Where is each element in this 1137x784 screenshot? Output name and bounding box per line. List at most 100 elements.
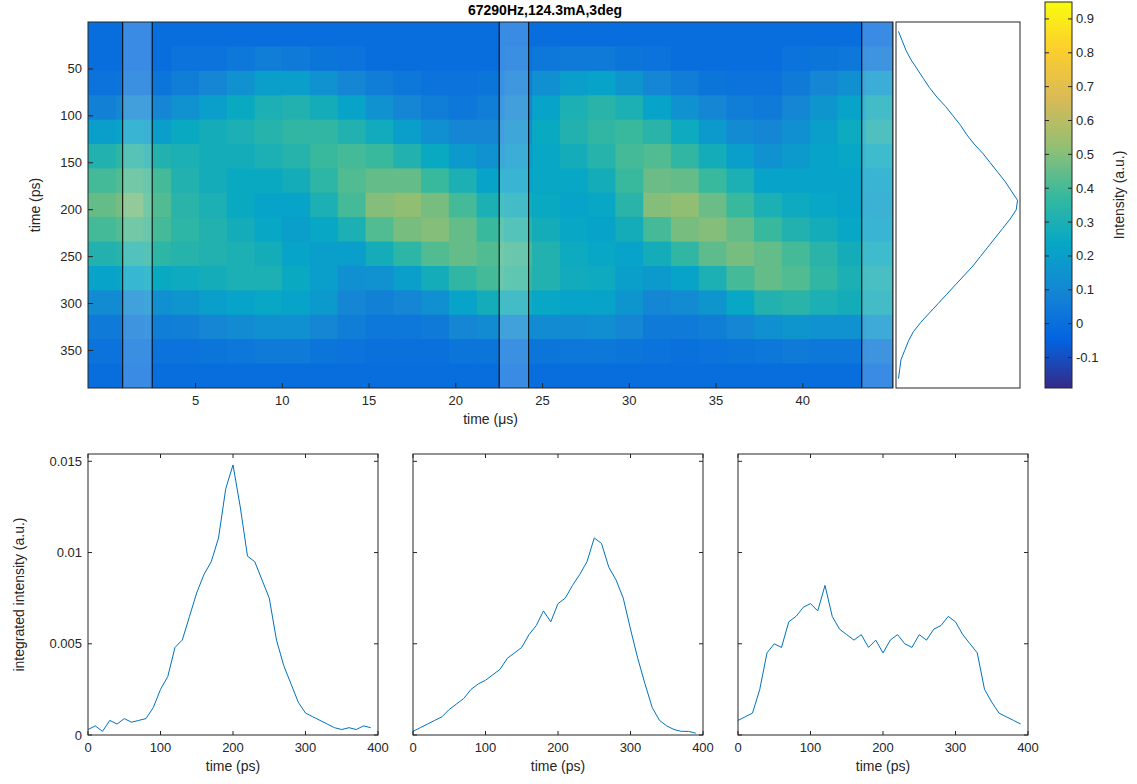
heat-cell <box>310 290 338 315</box>
y-tick <box>1024 552 1028 553</box>
label: Intensity (a.u.) <box>1111 151 1127 240</box>
heat-cell <box>643 144 671 169</box>
label: 300 <box>60 296 82 311</box>
label: 0.1 <box>1076 282 1094 297</box>
heat-cell <box>532 168 560 193</box>
heat-cell <box>588 193 616 218</box>
y-tick <box>88 209 93 210</box>
colorbar-tick <box>1045 120 1049 121</box>
heat-cell <box>754 217 782 242</box>
heat-cell <box>88 242 116 267</box>
x-tick <box>485 454 486 458</box>
heat-cell <box>449 71 477 96</box>
heat-cell <box>782 71 810 96</box>
heat-cell <box>615 46 643 71</box>
heat-cell <box>699 242 727 267</box>
heat-cell <box>338 339 366 364</box>
heat-cell <box>615 193 643 218</box>
heat-cell <box>643 71 671 96</box>
colorbar-tick <box>1045 222 1049 223</box>
heat-cell <box>199 120 227 145</box>
heat-cell <box>532 144 560 169</box>
heat-cell <box>699 71 727 96</box>
colorbar <box>1045 2 1072 388</box>
heat-cell <box>782 242 810 267</box>
x-tick <box>738 731 739 735</box>
heat-cell <box>588 266 616 291</box>
heat-cell <box>699 315 727 340</box>
heat-cell <box>310 95 338 120</box>
label: 400 <box>1017 740 1039 755</box>
heat-cell <box>421 266 449 291</box>
colorbar-tick <box>1068 255 1072 256</box>
label: 0.2 <box>1076 248 1094 263</box>
y-tick <box>1024 735 1028 736</box>
heat-cell <box>532 193 560 218</box>
plot-background <box>413 454 703 735</box>
series-group <box>898 31 1017 378</box>
label: 300 <box>620 740 642 755</box>
x-tick <box>542 383 543 388</box>
heat-cell <box>560 120 588 145</box>
heat-cell <box>588 71 616 96</box>
plot-frame <box>896 22 1020 388</box>
series-group <box>413 538 696 733</box>
heat-cell <box>810 266 838 291</box>
heat-cell <box>615 144 643 169</box>
heat-cell <box>671 120 699 145</box>
heat-cell <box>338 144 366 169</box>
label: time (μs) <box>463 411 518 427</box>
heat-cell <box>615 22 643 47</box>
heat-cell <box>282 168 310 193</box>
heat-cell <box>338 71 366 96</box>
colorbar-tick <box>1068 52 1072 53</box>
heat-cell <box>421 120 449 145</box>
heat-cell <box>532 339 560 364</box>
heat-cell <box>199 22 227 47</box>
label: 200 <box>872 740 894 755</box>
heat-cell <box>227 168 255 193</box>
label: 30 <box>622 393 636 408</box>
heat-cell <box>393 217 421 242</box>
heat-cell <box>615 290 643 315</box>
heat-cell <box>810 217 838 242</box>
heat-cell <box>449 193 477 218</box>
heat-cell <box>588 364 616 388</box>
colorbar-tick <box>1068 357 1072 358</box>
heat-cell <box>199 242 227 267</box>
heat-cell <box>532 315 560 340</box>
y-tick <box>374 461 378 462</box>
heat-cell <box>560 144 588 169</box>
x-tick <box>378 731 379 735</box>
x-tick <box>1028 454 1029 458</box>
y-tick <box>88 461 92 462</box>
heat-cell <box>282 242 310 267</box>
heat-cell <box>88 22 116 47</box>
heat-cell <box>199 315 227 340</box>
colorbar-tick <box>1045 188 1049 189</box>
heat-cell <box>393 120 421 145</box>
heat-cell <box>282 71 310 96</box>
heat-cell <box>421 339 449 364</box>
heat-cell <box>810 339 838 364</box>
x-tick <box>413 454 414 458</box>
heat-cell <box>643 290 671 315</box>
y-tick <box>413 552 417 553</box>
heat-cell <box>282 315 310 340</box>
heat-cell <box>699 168 727 193</box>
x-tick <box>955 454 956 458</box>
heat-cell <box>171 46 199 71</box>
x-tick <box>629 383 630 388</box>
label: 0.7 <box>1076 79 1094 94</box>
heat-cell <box>671 266 699 291</box>
x-tick <box>369 383 370 388</box>
plot-background <box>88 454 378 735</box>
heat-cell <box>421 144 449 169</box>
label: 0.5 <box>1076 147 1094 162</box>
label: time (ps) <box>27 178 43 232</box>
heat-cell <box>449 120 477 145</box>
y-tick <box>1024 461 1028 462</box>
heat-cell <box>366 168 394 193</box>
heat-cell <box>310 71 338 96</box>
heat-cell <box>282 364 310 388</box>
